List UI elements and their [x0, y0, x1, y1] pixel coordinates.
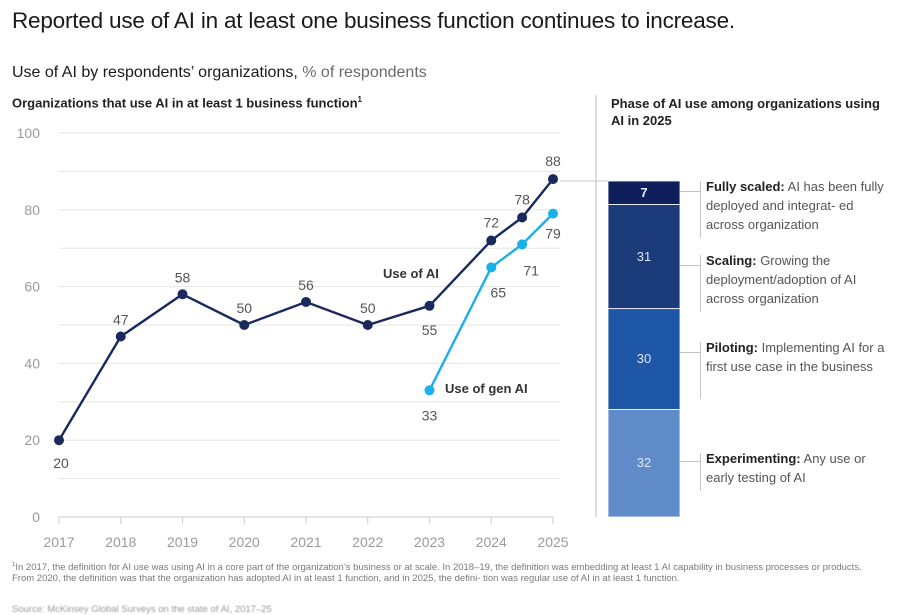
left-panel-title-text: Organizations that use AI in at least 1 …: [12, 95, 358, 111]
phase-bracket: [700, 181, 701, 238]
x-tick-label: 2025: [537, 534, 568, 550]
bar-segment-experimenting: [607, 409, 681, 518]
data-point: [486, 235, 497, 246]
right-panel-title: Phase of AI use among organizations usin…: [611, 96, 880, 128]
data-point: [486, 262, 497, 273]
stacked-bar: [607, 180, 681, 518]
chart-headline: Reported use of AI in at least one busin…: [12, 8, 735, 33]
phase-description: Implementing AI for a first use case in …: [706, 340, 885, 374]
phase-connector: [680, 265, 700, 266]
data-label: 47: [113, 312, 129, 328]
data-point: [424, 300, 435, 311]
y-tick-label: 60: [24, 279, 40, 295]
y-tick-label: 100: [17, 125, 41, 141]
series-points: [54, 174, 558, 446]
data-point: [54, 435, 64, 446]
subtitle-main: Use of AI by respondents’ organizations,: [12, 64, 298, 81]
phase-annotation-scaling: Scaling: Growing the deployment/adoption…: [706, 251, 891, 308]
phase-annotation-fully-scaled: Fully scaled: AI has been fully deployed…: [706, 177, 891, 234]
phase-bracket: [700, 453, 701, 491]
footnote-marker-bottom: 1: [12, 562, 16, 568]
data-point: [115, 331, 126, 342]
data-point: [424, 385, 435, 396]
chart-subtitle: Use of AI by respondents’ organizations,…: [12, 64, 427, 82]
y-tick-label: 0: [32, 509, 40, 525]
data-label: 56: [298, 277, 314, 293]
x-tick-label: 2018: [105, 534, 136, 550]
x-axis: 2017 2018 2019 2020 2021 2022 2023 2024 2025: [43, 517, 569, 550]
data-point: [548, 174, 558, 185]
phase-name: Experimenting:: [706, 451, 801, 466]
data-label: 33: [422, 407, 438, 423]
data-label: 79: [545, 226, 561, 242]
phase-connector: [680, 352, 700, 353]
footnote: 1In 2017, the definition for AI use was …: [12, 560, 882, 584]
bar-segment-value: 32: [636, 455, 652, 471]
data-label: 55: [422, 322, 438, 338]
data-label: 88: [545, 153, 561, 169]
phase-description: Any use or early testing of AI: [706, 451, 866, 485]
data-label: 71: [523, 262, 539, 278]
data-point: [362, 320, 373, 330]
series-lines: [57, 178, 554, 441]
y-tick-label: 80: [24, 202, 40, 218]
x-tick-label: 2019: [167, 534, 198, 550]
data-point: [517, 239, 528, 250]
bar-segment-piloting: [607, 308, 681, 410]
x-tick-label: 2020: [229, 534, 260, 550]
series-line-use-of-gen-ai: [428, 212, 554, 391]
x-tick-label: 2022: [352, 534, 383, 550]
bar-segment-value: 30: [636, 351, 652, 367]
x-tick-label: 2023: [414, 534, 445, 550]
source-note: Source: McKinsey Global Surveys on the s…: [12, 604, 272, 615]
data-point: [177, 289, 188, 300]
data-point: [548, 208, 558, 219]
value-labels: 20 47 58 50 56 50 55 72 78 88 33 65 71 79: [53, 153, 561, 471]
x-tick-label: 2017: [43, 534, 74, 550]
data-label: 50: [360, 300, 376, 316]
phase-description: Growing the deployment/adoption of AI ac…: [706, 253, 857, 306]
y-axis-ticks: 0 20 40 60 80 100: [17, 125, 41, 525]
x-tick-label: 2024: [476, 534, 507, 550]
left-panel-title: Organizations that use AI in at least 1 …: [12, 95, 362, 110]
data-label: 78: [514, 191, 530, 207]
data-label: 50: [236, 300, 252, 316]
phase-description: AI has been fully deployed and integrat-…: [706, 179, 884, 232]
bar-segment-scaling: [607, 204, 681, 310]
phase-bracket: [700, 255, 701, 312]
subtitle-unit: % of respondents: [297, 64, 427, 81]
x-tick-label: 2021: [290, 534, 321, 550]
data-label: 72: [483, 215, 499, 231]
data-point: [517, 212, 528, 223]
phase-name: Fully scaled:: [706, 179, 785, 194]
series-line-use-of-ai: [57, 178, 554, 441]
phase-bracket: [700, 342, 701, 399]
data-label: 20: [53, 455, 69, 471]
phase-connector: [680, 461, 700, 462]
footnote-text: In 2017, the definition for AI use was u…: [12, 562, 862, 585]
data-point: [301, 296, 311, 307]
phase-connector: [680, 191, 700, 192]
phase-annotation-piloting: Piloting: Implementing AI for a first us…: [706, 338, 891, 376]
data-label: 58: [175, 269, 191, 285]
y-tick-label: 40: [24, 355, 40, 371]
bar-segment-value: 7: [640, 184, 648, 200]
phase-name: Piloting:: [706, 340, 758, 355]
y-tick-label: 20: [24, 432, 40, 448]
data-point: [239, 320, 250, 330]
gridlines: [59, 132, 560, 518]
series-label-use-of-gen-ai: Use of gen AI: [445, 381, 528, 396]
footnote-marker: 1: [357, 95, 362, 104]
phase-name: Scaling:: [706, 253, 757, 268]
data-label: 65: [490, 284, 506, 300]
series-label-use-of-ai: Use of AI: [383, 266, 439, 281]
phase-annotation-experimenting: Experimenting: Any use or early testing …: [706, 449, 891, 487]
bar-segment-value: 31: [636, 248, 652, 264]
